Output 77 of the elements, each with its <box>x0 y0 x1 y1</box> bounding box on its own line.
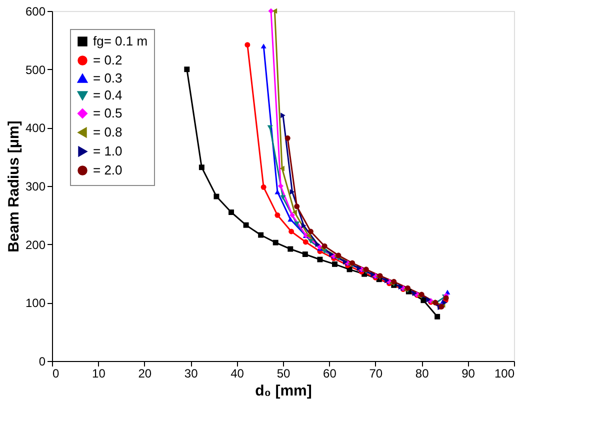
point <box>315 242 320 248</box>
point <box>301 222 306 228</box>
x-axis-title: d₀ [mm] <box>255 382 312 400</box>
x-tick-label: 40 <box>230 366 244 380</box>
x-tick-label: 60 <box>323 366 337 380</box>
point <box>228 210 234 215</box>
point <box>350 260 356 266</box>
point <box>322 243 328 249</box>
point <box>272 240 278 246</box>
point <box>329 252 334 257</box>
point <box>420 298 426 304</box>
legend-label: = 1.0 <box>93 144 122 158</box>
point <box>214 194 220 200</box>
point <box>198 164 204 170</box>
y-tick-label: 0 <box>38 354 46 368</box>
point <box>356 266 362 271</box>
point <box>274 212 280 218</box>
point <box>184 66 190 72</box>
point <box>412 290 418 296</box>
legend-label: fg= 0.1 m <box>93 34 148 48</box>
point <box>260 184 266 190</box>
x-tick-label: 20 <box>138 366 152 380</box>
x-tick-label: 0 <box>52 366 60 380</box>
x-tick-label: 80 <box>415 366 430 380</box>
point <box>398 284 404 290</box>
point <box>294 204 300 210</box>
point <box>292 210 297 215</box>
y-tick-label: 200 <box>25 238 46 252</box>
point <box>343 259 348 265</box>
x-tick-label: 70 <box>369 366 383 380</box>
x-tick-label: 100 <box>494 366 515 380</box>
point <box>280 166 284 172</box>
y-tick-label: 300 <box>25 180 46 194</box>
y-tick-label: 600 <box>25 4 46 18</box>
point <box>426 297 431 302</box>
point <box>243 222 249 228</box>
point <box>302 252 308 257</box>
legend-label: = 0.3 <box>93 70 122 86</box>
point <box>391 278 397 284</box>
y-tick-label: 500 <box>25 62 46 77</box>
point <box>280 112 286 118</box>
point <box>405 285 410 291</box>
point <box>288 228 294 234</box>
y-tick-label: 100 <box>25 296 46 310</box>
point <box>288 246 294 252</box>
legend-label: = 0.5 <box>93 106 122 120</box>
point <box>267 125 273 130</box>
point <box>363 266 369 272</box>
point <box>434 314 440 320</box>
legend-label: = 2.0 <box>93 162 122 178</box>
legend-label: = 0.2 <box>93 52 122 68</box>
point <box>302 239 308 245</box>
point <box>244 42 250 48</box>
point <box>332 261 338 267</box>
point <box>284 135 290 141</box>
point <box>288 216 294 222</box>
x-tick-label: 50 <box>276 366 290 380</box>
point <box>308 239 314 244</box>
point <box>258 232 264 238</box>
point <box>317 256 323 262</box>
x-tick-label: 30 <box>184 366 198 380</box>
x-tick-label: 90 <box>462 366 476 380</box>
point <box>260 44 266 48</box>
y-tick-label: 400 <box>25 121 46 136</box>
point <box>294 222 300 226</box>
point <box>278 183 284 189</box>
x-tick-label: 10 <box>92 366 106 380</box>
point <box>290 189 295 195</box>
point <box>308 228 314 234</box>
point <box>336 252 342 258</box>
point <box>268 8 274 14</box>
y-axis-title: Beam Radius [μm] <box>5 120 22 252</box>
legend-label: = 0.4 <box>93 88 122 102</box>
point <box>290 212 295 218</box>
legend-label: = 0.8 <box>93 124 122 140</box>
point <box>370 272 376 278</box>
point <box>272 8 278 14</box>
